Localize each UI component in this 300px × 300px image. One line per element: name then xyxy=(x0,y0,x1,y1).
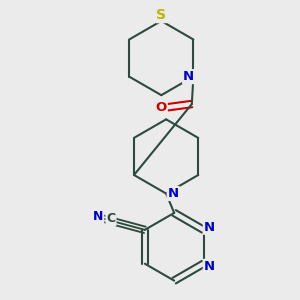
Text: C: C xyxy=(106,212,116,225)
Text: S: S xyxy=(156,8,166,22)
Text: N: N xyxy=(183,70,194,83)
Text: N: N xyxy=(204,260,215,273)
Text: N: N xyxy=(93,210,103,224)
Text: N: N xyxy=(204,221,215,234)
Text: O: O xyxy=(155,101,167,114)
Text: N: N xyxy=(168,187,179,200)
